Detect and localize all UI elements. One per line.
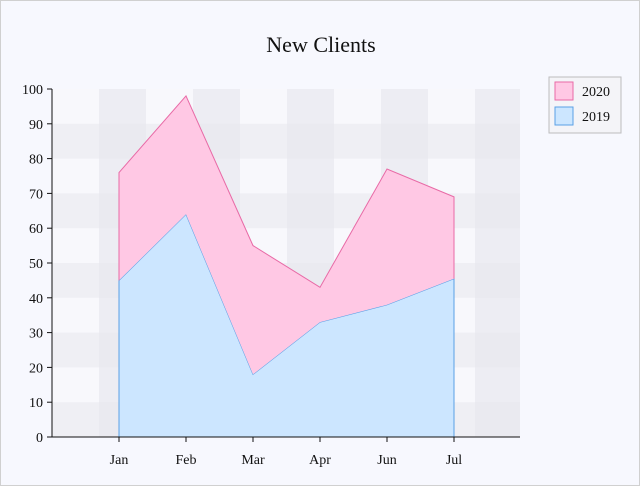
area-line-2019 bbox=[118, 213, 455, 437]
chart-title: New Clients bbox=[266, 32, 375, 57]
legend-label-2020: 2020 bbox=[582, 85, 610, 100]
y-tick-label: 0 bbox=[36, 431, 43, 446]
legend: 2020 2019 bbox=[548, 76, 622, 134]
x-tick-label: Jul bbox=[446, 453, 462, 468]
x-tick-label: Jun bbox=[377, 453, 396, 468]
y-tick-label: 30 bbox=[29, 327, 43, 342]
y-tick-label: 50 bbox=[29, 257, 43, 272]
y-tick-label: 80 bbox=[29, 153, 43, 168]
grid-band-vertical bbox=[475, 89, 520, 437]
y-tick-label: 70 bbox=[29, 187, 43, 202]
y-tick-label: 10 bbox=[29, 396, 43, 411]
x-tick-label: Jan bbox=[110, 453, 129, 468]
area-line-2020 bbox=[118, 95, 455, 289]
y-tick-label: 90 bbox=[29, 118, 43, 133]
legend-swatch-2020 bbox=[554, 81, 574, 101]
x-tick-label: Feb bbox=[176, 453, 197, 468]
stacked-areas bbox=[118, 95, 455, 437]
legend-label-2019: 2019 bbox=[582, 110, 610, 125]
legend-swatch-2019 bbox=[554, 106, 574, 126]
x-tick-label: Mar bbox=[241, 453, 265, 468]
x-tick-label: Apr bbox=[309, 453, 331, 468]
area-series-2019 bbox=[119, 214, 454, 437]
y-tick-label: 40 bbox=[29, 292, 43, 307]
y-tick-label: 20 bbox=[29, 361, 43, 376]
y-tick-label: 60 bbox=[29, 222, 43, 237]
y-tick-label: 100 bbox=[22, 83, 43, 98]
axes: 0 10 20 30 40 50 60 70 80 90 100 Jan Feb Mar Apr Jun Jul bbox=[22, 83, 520, 468]
area-series-2020 bbox=[119, 95, 454, 375]
